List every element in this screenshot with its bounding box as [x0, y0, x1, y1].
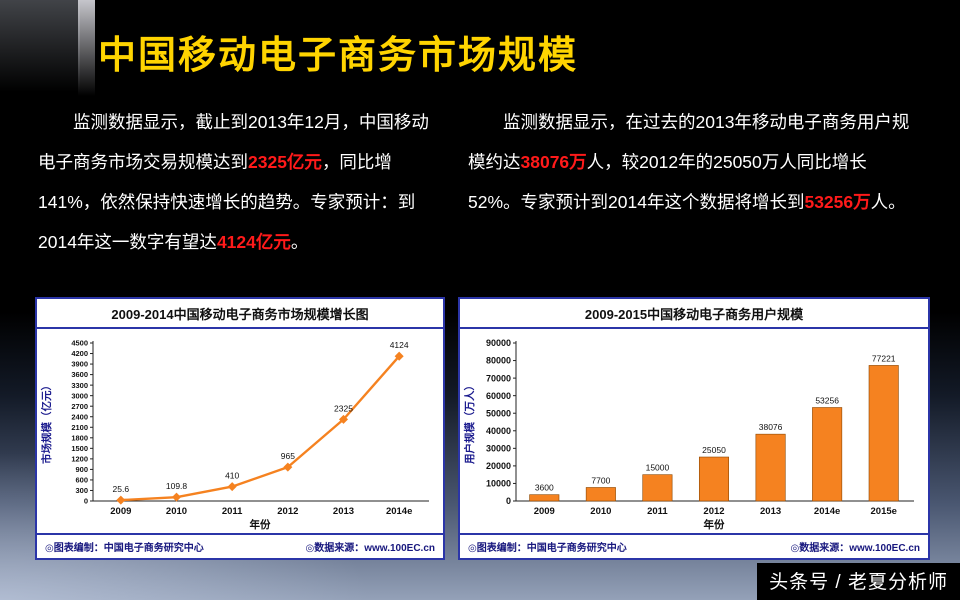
svg-text:60000: 60000: [486, 391, 511, 401]
text-run: 人。: [870, 192, 906, 212]
svg-text:10000: 10000: [486, 479, 511, 489]
svg-text:965: 965: [281, 451, 295, 461]
user-scale-chart-panel: 2009-2015中国移动电子商务用户规模 0 10000 20000 30000 40…: [458, 297, 930, 560]
svg-text:0: 0: [84, 497, 88, 506]
svg-text:2400: 2400: [71, 412, 88, 421]
svg-text:年份: 年份: [704, 518, 725, 531]
svg-text:2015e: 2015e: [871, 506, 897, 517]
svg-text:2009: 2009: [110, 506, 131, 517]
svg-text:2013: 2013: [333, 506, 354, 517]
text-run: ，同比增141%，依然保持快速增长的趋势。专家预计：到2014年这一数字有望达: [38, 152, 416, 252]
svg-text:70000: 70000: [486, 373, 511, 383]
svg-text:90000: 90000: [486, 338, 511, 348]
svg-text:3900: 3900: [71, 360, 88, 369]
svg-text:市场规模（亿元）: 市场规模（亿元）: [40, 380, 53, 464]
svg-text:1800: 1800: [71, 433, 88, 442]
svg-text:4124: 4124: [390, 340, 409, 350]
svg-text:300: 300: [75, 486, 88, 495]
svg-text:600: 600: [75, 476, 88, 485]
chart-source-left: ◎图表编制：中国电子商务研究中心: [45, 543, 204, 554]
svg-text:2012: 2012: [703, 506, 724, 517]
svg-text:38076: 38076: [759, 422, 783, 432]
corner-decoration-bar: [78, 0, 95, 96]
svg-text:2014e: 2014e: [814, 506, 840, 517]
svg-text:4500: 4500: [71, 339, 88, 348]
svg-text:20000: 20000: [486, 461, 511, 471]
text-run: 监测数据显示，在过去的2013年移动电子商务用户规模约达: [468, 112, 910, 172]
svg-text:3000: 3000: [71, 391, 88, 400]
user-scale-paragraph: 监测数据显示，在过去的2013年移动电子商务用户规模约达38076万人，较201…: [468, 102, 918, 222]
corner-decoration: [0, 0, 80, 92]
svg-text:25.6: 25.6: [113, 484, 130, 494]
market-growth-chart-panel: 2009-2014中国移动电子商务市场规模增长图 0 300 600 900 1200 1…: [35, 297, 445, 560]
svg-text:50000: 50000: [486, 408, 511, 418]
svg-text:7700: 7700: [591, 475, 610, 485]
highlight-number: 38076万: [520, 152, 587, 172]
user-scale-bar-chart: 0 10000 20000 30000 40000 50000 60000 70000 8000…: [463, 338, 914, 531]
svg-text:2010: 2010: [166, 506, 187, 517]
text-run: 。: [290, 232, 309, 252]
highlight-number: 4124亿元: [216, 232, 291, 252]
svg-text:900: 900: [75, 465, 88, 474]
chart-source-left: ◎图表编制：中国电子商务研究中心: [468, 543, 627, 554]
chart-footer: ◎图表编制：中国电子商务研究中心 ◎数据来源：www.100EC.cn: [37, 533, 443, 558]
svg-text:4200: 4200: [71, 349, 88, 358]
highlight-number: 2325亿元: [248, 152, 322, 172]
chart-title: 2009-2014中国移动电子商务市场规模增长图: [37, 299, 443, 329]
chart-source-right: ◎数据来源：www.100EC.cn: [790, 543, 921, 554]
slide-title: 中国移动电子商务市场规模: [98, 35, 579, 77]
svg-text:年份: 年份: [250, 518, 271, 531]
svg-text:25050: 25050: [702, 445, 726, 455]
svg-text:3600: 3600: [535, 483, 554, 493]
svg-text:2011: 2011: [222, 506, 243, 517]
svg-text:80000: 80000: [486, 356, 511, 366]
svg-text:2011: 2011: [647, 506, 668, 517]
watermark: 头条号 / 老夏分析师: [757, 563, 960, 600]
svg-text:2009: 2009: [534, 506, 555, 517]
chart-title: 2009-2015中国移动电子商务用户规模: [460, 299, 928, 329]
text-run: 人，较2012年的25050万人同比增长52%。专家预计到2014年这个数据将增…: [468, 152, 867, 212]
svg-text:410: 410: [225, 471, 239, 481]
svg-text:1500: 1500: [71, 444, 88, 453]
svg-text:2100: 2100: [71, 423, 88, 432]
market-scale-paragraph: 监测数据显示，截止到2013年12月，中国移动电子商务市场交易规模达到2325亿…: [38, 102, 442, 262]
svg-text:3300: 3300: [71, 381, 88, 390]
svg-text:15000: 15000: [646, 463, 670, 473]
svg-text:2700: 2700: [71, 402, 88, 411]
highlight-number: 53256万: [804, 192, 871, 212]
svg-text:2014e: 2014e: [386, 506, 412, 517]
svg-text:77221: 77221: [872, 353, 896, 363]
svg-text:109.8: 109.8: [166, 481, 188, 491]
svg-text:0: 0: [506, 496, 511, 506]
svg-text:30000: 30000: [486, 443, 511, 453]
svg-text:2013: 2013: [760, 506, 781, 517]
svg-text:2325: 2325: [334, 403, 353, 413]
svg-text:用户规模（万人）: 用户规模（万人）: [463, 380, 476, 465]
chart-footer: ◎图表编制：中国电子商务研究中心 ◎数据来源：www.100EC.cn: [460, 533, 928, 558]
svg-text:53256: 53256: [815, 396, 839, 406]
svg-text:2010: 2010: [590, 506, 611, 517]
svg-text:1200: 1200: [71, 454, 88, 463]
svg-text:40000: 40000: [486, 426, 511, 436]
svg-text:3600: 3600: [71, 370, 88, 379]
svg-text:2012: 2012: [277, 506, 298, 517]
chart-source-right: ◎数据来源：www.100EC.cn: [305, 543, 436, 554]
text-run: 监测数据显示，截止到2013年12月，中国移动电子商务市场交易规模达到: [38, 112, 429, 172]
